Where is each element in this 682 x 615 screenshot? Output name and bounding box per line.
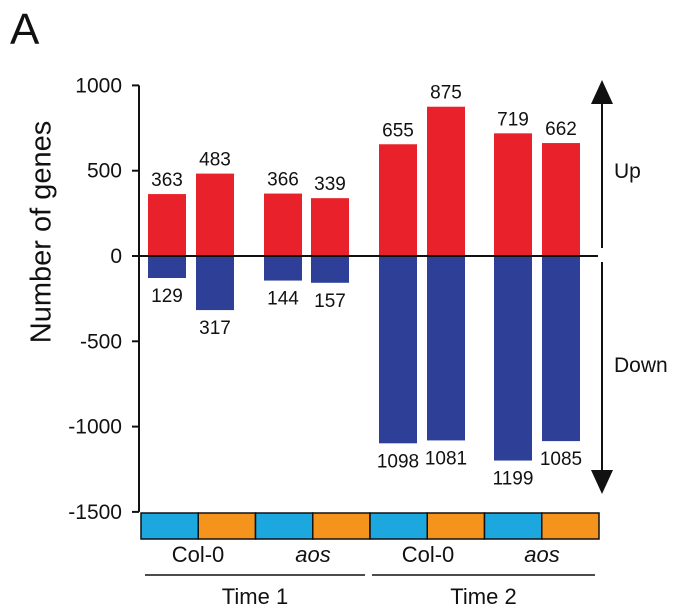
down-label: Down [614, 354, 668, 377]
down-bar [264, 256, 302, 281]
y-tick-label: -1500 [68, 501, 122, 524]
genotype-label: Col-0 [172, 542, 225, 567]
down-bar [379, 256, 417, 444]
up-data-label: 655 [382, 120, 414, 141]
up-bar [196, 173, 234, 256]
time-label: Time 1 [222, 584, 288, 609]
down-data-label: 1199 [493, 469, 534, 490]
down-data-label: 1081 [425, 448, 467, 469]
up-arrow-head [591, 80, 613, 104]
down-bar [196, 256, 234, 311]
up-data-label: 339 [314, 174, 346, 195]
condition-strip-segment [254, 512, 314, 540]
y-tick-label: 0 [110, 245, 122, 268]
down-data-label: 129 [151, 286, 183, 307]
down-data-label: 144 [267, 289, 299, 310]
down-bar [427, 256, 465, 441]
up-data-label: 366 [267, 170, 299, 191]
up-bar [311, 198, 349, 256]
down-bar [542, 256, 580, 442]
condition-strip-segment [426, 512, 486, 540]
panel-label: A [10, 5, 40, 54]
y-tick-label: 500 [87, 160, 122, 183]
y-tick-label: -1000 [68, 416, 122, 439]
down-data-label: 1098 [377, 451, 419, 472]
condition-strip-segment [197, 512, 257, 540]
down-data-label: 317 [199, 318, 231, 339]
down-data-label: 1085 [540, 449, 582, 470]
up-label: Up [614, 160, 641, 183]
up-bar [264, 193, 302, 256]
time-label: Time 2 [450, 584, 516, 609]
y-tick-label: 1000 [75, 74, 122, 97]
up-data-label: 875 [430, 83, 462, 104]
condition-strip-segment [312, 512, 371, 540]
genotype-label: aos [295, 542, 330, 567]
condition-strip-segment [541, 512, 600, 540]
genotype-label: Col-0 [402, 542, 455, 567]
condition-strip-segment [369, 512, 428, 540]
up-data-label: 719 [497, 109, 529, 130]
y-tick-label: -500 [80, 330, 122, 353]
down-bar [494, 256, 532, 461]
down-data-label: 157 [314, 291, 346, 312]
up-bar [148, 194, 186, 256]
up-bar [494, 133, 532, 256]
genotype-label: aos [524, 542, 559, 567]
up-bar [427, 106, 465, 256]
down-bar [311, 256, 349, 283]
up-data-label: 662 [545, 119, 577, 140]
up-data-label: 483 [199, 150, 231, 171]
up-bar [542, 143, 580, 256]
up-data-label: 363 [151, 170, 183, 191]
condition-strip-segment [140, 512, 199, 540]
condition-strip-segment [483, 512, 543, 540]
up-bar [379, 144, 417, 256]
down-arrow-head [591, 470, 613, 494]
down-bar [148, 256, 186, 279]
